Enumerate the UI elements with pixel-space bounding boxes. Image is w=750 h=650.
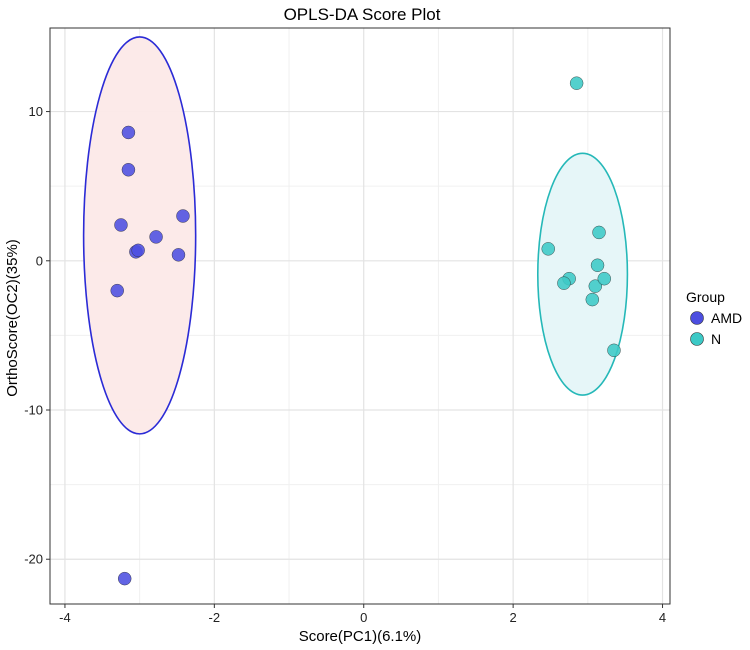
point-n [588,279,603,293]
x-axis-title: Score(PC1)(6.1%) [299,628,422,645]
point-amd [121,163,136,177]
chart-title: OPLS-DA Score Plot [284,5,441,24]
legend-title: Group [686,289,725,305]
point-n [585,292,600,307]
ellipse-amd [82,36,197,435]
legend-label-amd: AMD [711,310,742,326]
legend-key-n [690,332,704,346]
y-tick-label: 0 [36,253,43,268]
point-n [597,271,611,286]
plot-panel-border [49,27,671,605]
point-amd [131,243,145,258]
point-amd [171,248,186,262]
data-points [110,76,621,586]
legend-label-n: N [711,331,721,347]
x-tick-label: 4 [659,610,666,625]
point-amd [176,209,190,223]
x-tick-label: -2 [209,610,221,625]
point-amd [114,218,128,232]
point-n [607,343,621,358]
point-n [541,242,555,256]
point-amd [110,283,124,298]
ellipse-n [536,152,629,396]
point-amd [117,571,132,586]
point-n [592,225,606,240]
point-n [557,276,571,290]
point-n [590,258,605,272]
legend-key-amd [690,311,704,325]
point-amd [121,125,136,140]
point-amd [149,230,163,244]
y-axis-title: OrthoScore(OC2)(35%) [4,239,21,397]
y-tick-label: -10 [24,403,43,418]
point-n [569,76,584,90]
legend: Group AMD N [686,289,742,347]
confidence-ellipses [82,36,629,435]
y-tick-label: -20 [24,552,43,567]
x-tick-label: -4 [59,610,71,625]
x-tick-label: 0 [360,610,367,625]
x-tick-label: 2 [510,610,517,625]
y-tick-label: 10 [29,104,43,119]
